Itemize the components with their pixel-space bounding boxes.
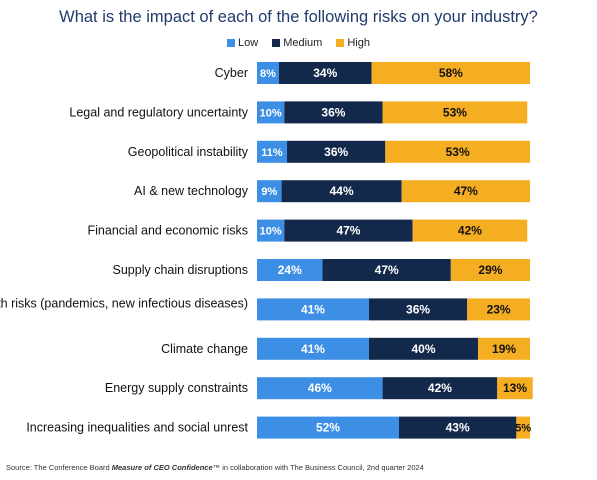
data-label: 36% xyxy=(406,302,430,316)
bar-segment-low xyxy=(257,259,323,281)
bar-segment-medium xyxy=(368,337,479,360)
chart-title: What is the impact of each of the follow… xyxy=(59,8,538,26)
bar-segment-medium xyxy=(322,259,451,281)
legend-label: High xyxy=(347,37,370,49)
data-label: 52% xyxy=(316,421,340,435)
bar-segment-high xyxy=(385,140,530,163)
data-label: 47% xyxy=(375,263,399,277)
category-label: Legal and regulatory uncertainty xyxy=(69,105,248,119)
category-label: Increasing inequalities and social unres… xyxy=(26,421,248,435)
bar-segment-high xyxy=(478,337,530,360)
bar-segment-low xyxy=(257,416,399,439)
data-label: 24% xyxy=(278,263,302,277)
data-label: 11% xyxy=(261,147,283,159)
source-suffix: ™ in collaboration with The Business Cou… xyxy=(212,463,424,472)
data-label: 47% xyxy=(454,184,478,198)
bar-segment-low xyxy=(257,62,279,84)
data-label: 47% xyxy=(336,224,360,238)
data-label: 10% xyxy=(260,107,282,119)
bar-segment-high xyxy=(382,101,528,124)
bar-segment-medium xyxy=(368,298,468,321)
legend-swatch xyxy=(336,39,345,47)
source-prefix: Source: The Conference Board xyxy=(6,463,112,472)
category-label: AI & new technology xyxy=(134,184,249,198)
data-label: 42% xyxy=(428,381,452,395)
data-label: 36% xyxy=(321,105,345,119)
category-label: Supply chain disruptions xyxy=(113,263,249,277)
legend-label: Medium xyxy=(283,37,323,49)
data-label: 23% xyxy=(487,302,511,316)
legend-swatch xyxy=(272,39,281,47)
category-label: Climate change xyxy=(161,342,248,356)
bar-segment-high xyxy=(371,62,530,84)
legend-item-low: Low xyxy=(227,37,258,49)
bar-segment-high xyxy=(450,259,530,281)
bar-segment-medium xyxy=(284,101,383,124)
category-label: Health risks (pandemics, new infectious … xyxy=(0,296,248,310)
data-label: 8% xyxy=(260,68,276,80)
bar-segment-high xyxy=(516,416,530,439)
bar-segment-low xyxy=(257,219,285,242)
data-label: 10% xyxy=(260,226,282,238)
data-label: 40% xyxy=(412,342,436,356)
source-note: Source: The Conference Board Measure of … xyxy=(6,463,424,472)
bar-segment-medium xyxy=(284,219,413,242)
bar-segment-high xyxy=(497,377,533,400)
bar-segment-low xyxy=(257,101,285,124)
legend-swatch xyxy=(227,39,236,47)
data-label: 41% xyxy=(301,342,325,356)
category-label: Geopolitical instability xyxy=(128,145,249,159)
bar-segment-low xyxy=(257,180,282,203)
data-label: 19% xyxy=(492,342,516,356)
data-label: 53% xyxy=(446,145,470,159)
legend-item-medium: Medium xyxy=(272,37,322,49)
bar-segment-low xyxy=(257,377,383,400)
data-label: 43% xyxy=(446,421,470,435)
data-label: 13% xyxy=(503,381,527,395)
data-label: 5% xyxy=(515,423,531,435)
bar-segment-medium xyxy=(382,377,498,400)
source-publication: Measure of CEO Confidence xyxy=(111,463,213,472)
bar-segment-high xyxy=(412,219,528,242)
bar-segment-low xyxy=(257,337,369,360)
category-label: Energy supply constraints xyxy=(105,381,248,395)
bar-segment-medium xyxy=(278,62,372,84)
category-label: Financial and economic risks xyxy=(88,224,249,238)
bar-segment-medium xyxy=(281,180,402,203)
data-label: 34% xyxy=(313,66,337,80)
bar-segment-low xyxy=(257,298,369,321)
bar-segment-medium xyxy=(398,416,517,439)
legend-item-high: High xyxy=(336,37,370,49)
data-label: 44% xyxy=(330,184,354,198)
data-label: 42% xyxy=(458,224,482,238)
data-label: 46% xyxy=(308,381,332,395)
data-label: 58% xyxy=(439,66,463,80)
data-label: 36% xyxy=(324,145,348,159)
data-label: 9% xyxy=(261,186,277,198)
legend-label: Low xyxy=(238,37,259,49)
data-label: 41% xyxy=(301,302,325,316)
chart-legend: Low Medium High xyxy=(0,37,597,49)
bar-segment-medium xyxy=(287,140,386,163)
bar-segment-high xyxy=(467,298,530,321)
data-label: 29% xyxy=(478,263,502,277)
bar-segment-low xyxy=(257,140,288,163)
category-label: Cyber xyxy=(215,66,248,80)
bar-segment-high xyxy=(401,180,530,203)
data-label: 53% xyxy=(443,105,467,119)
